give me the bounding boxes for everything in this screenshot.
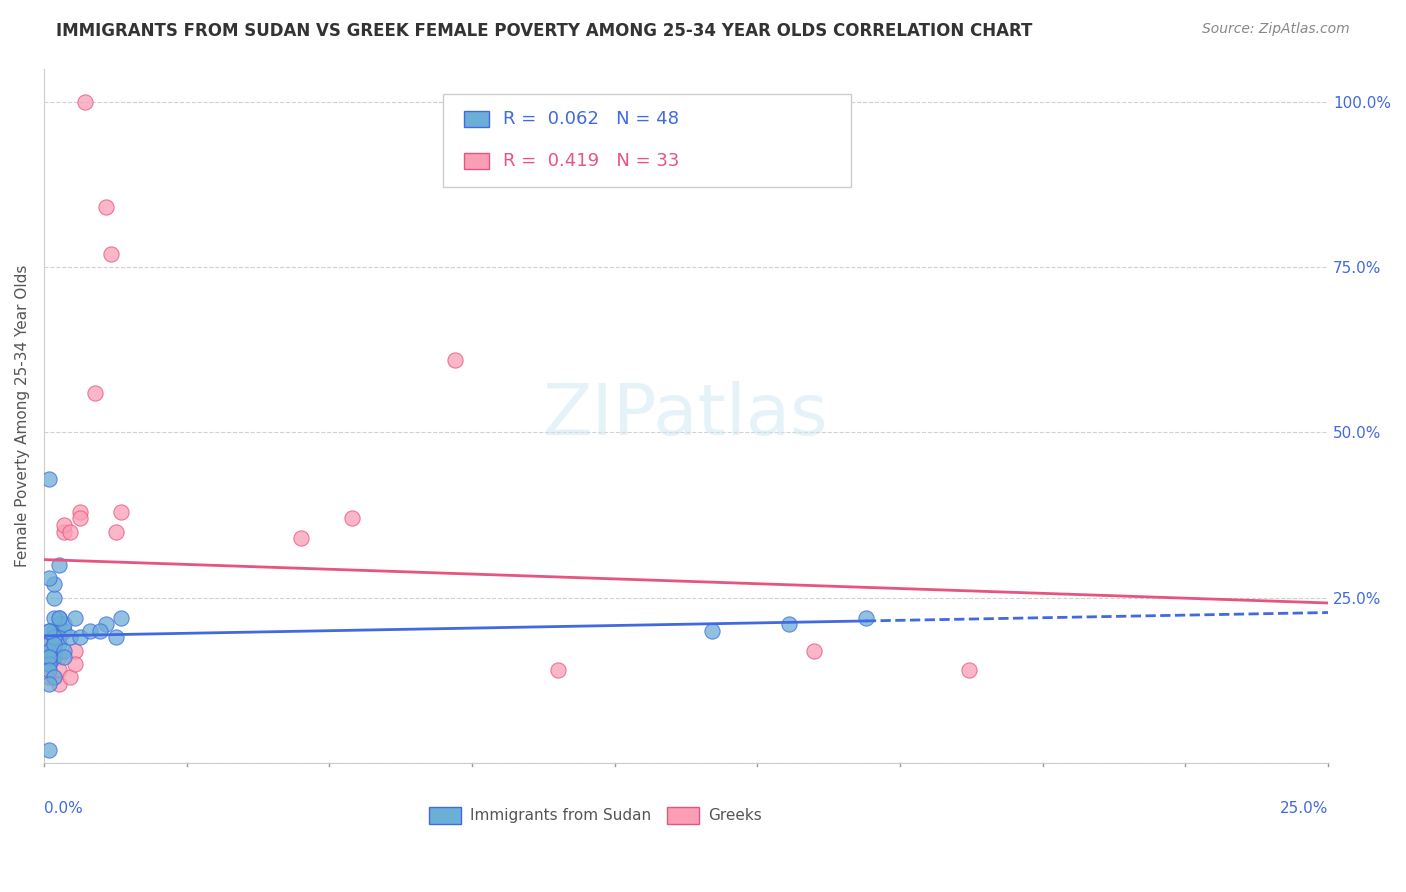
Point: [38, 624, 60, 638]
Point: [44, 631, 66, 645]
Point: [44, 643, 66, 657]
Point: [38, 664, 60, 678]
Point: [38, 650, 60, 665]
Point: [48, 610, 70, 624]
Point: [89, 624, 111, 638]
Text: Source: ZipAtlas.com: Source: ZipAtlas.com: [1202, 22, 1350, 37]
Point: [803, 643, 825, 657]
Point: [110, 610, 132, 624]
Point: [53, 650, 76, 665]
Point: [700, 624, 723, 638]
Point: [44, 631, 66, 645]
Text: ZIPatlas: ZIPatlas: [543, 381, 828, 450]
Point: [38, 676, 60, 690]
Text: 0.0%: 0.0%: [44, 801, 83, 816]
Point: [48, 650, 70, 665]
Point: [38, 643, 60, 657]
FancyBboxPatch shape: [666, 806, 699, 824]
Text: IMMIGRANTS FROM SUDAN VS GREEK FEMALE POVERTY AMONG 25-34 YEAR OLDS CORRELATION : IMMIGRANTS FROM SUDAN VS GREEK FEMALE PO…: [56, 22, 1032, 40]
Point: [48, 617, 70, 632]
Point: [63, 657, 86, 671]
Point: [48, 664, 70, 678]
Point: [38, 657, 60, 671]
Point: [38, 657, 60, 671]
Point: [38, 670, 60, 684]
FancyBboxPatch shape: [429, 806, 461, 824]
Point: [84, 385, 107, 400]
Point: [38, 472, 60, 486]
Point: [63, 610, 86, 624]
Point: [53, 524, 76, 539]
Point: [53, 517, 76, 532]
Point: [48, 637, 70, 651]
Point: [69, 631, 91, 645]
Point: [53, 624, 76, 638]
Point: [69, 511, 91, 525]
Point: [38, 571, 60, 585]
Point: [855, 610, 877, 624]
Point: [69, 505, 91, 519]
Point: [44, 624, 66, 638]
Point: [547, 664, 569, 678]
Point: [44, 637, 66, 651]
Point: [38, 637, 60, 651]
Point: [44, 643, 66, 657]
Point: [44, 610, 66, 624]
Point: [444, 352, 467, 367]
Point: [79, 624, 101, 638]
Point: [53, 643, 76, 657]
Point: [104, 631, 127, 645]
Text: R =  0.062   N = 48: R = 0.062 N = 48: [503, 110, 679, 128]
Point: [38, 637, 60, 651]
Point: [44, 650, 66, 665]
Point: [58, 631, 80, 645]
Point: [38, 743, 60, 757]
Point: [44, 670, 66, 684]
Point: [44, 577, 66, 591]
Point: [58, 524, 80, 539]
Point: [38, 650, 60, 665]
Point: [340, 511, 363, 525]
Point: [48, 631, 70, 645]
Point: [290, 531, 312, 545]
Point: [48, 676, 70, 690]
Point: [48, 631, 70, 645]
Point: [48, 610, 70, 624]
Point: [778, 617, 800, 632]
Point: [94, 617, 117, 632]
Point: [53, 617, 76, 632]
Point: [38, 643, 60, 657]
Point: [38, 657, 60, 671]
Point: [38, 664, 60, 678]
Text: R =  0.419   N = 33: R = 0.419 N = 33: [503, 153, 679, 170]
Point: [100, 246, 122, 260]
Point: [63, 643, 86, 657]
Text: Immigrants from Sudan: Immigrants from Sudan: [470, 807, 651, 822]
Text: 25.0%: 25.0%: [1279, 801, 1329, 816]
Point: [38, 650, 60, 665]
Point: [44, 643, 66, 657]
Point: [44, 670, 66, 684]
Point: [38, 650, 60, 665]
Point: [38, 643, 60, 657]
Text: Greeks: Greeks: [707, 807, 762, 822]
Point: [38, 624, 60, 638]
Point: [94, 201, 117, 215]
Point: [110, 505, 132, 519]
Point: [44, 637, 66, 651]
Y-axis label: Female Poverty Among 25-34 Year Olds: Female Poverty Among 25-34 Year Olds: [15, 265, 30, 567]
Point: [957, 664, 980, 678]
Point: [48, 558, 70, 572]
Point: [104, 524, 127, 539]
Point: [44, 591, 66, 605]
Point: [44, 637, 66, 651]
Point: [58, 670, 80, 684]
Point: [73, 95, 96, 109]
